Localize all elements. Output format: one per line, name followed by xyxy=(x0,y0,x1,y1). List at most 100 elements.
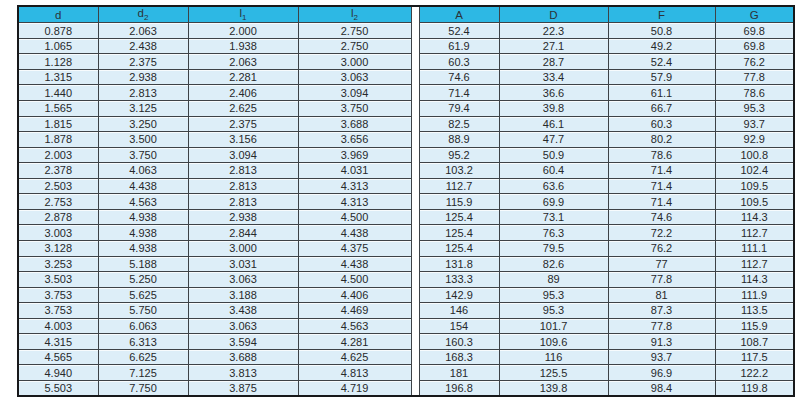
table-cell: 196.8 xyxy=(419,380,499,396)
table-cell: 3.753 xyxy=(18,303,98,319)
table-cell: 4.500 xyxy=(298,209,411,225)
table-row: 1.8783.5003.1563.65688.947.780.292.9 xyxy=(18,132,794,148)
table-cell: 3.094 xyxy=(298,85,411,101)
table-cell: 142.9 xyxy=(419,287,499,303)
table-cell: 78.6 xyxy=(608,147,715,163)
table-row: 1.3152.9382.2813.06374.633.457.977.8 xyxy=(18,69,794,85)
table-cell: 3.031 xyxy=(188,256,298,272)
table-cell: 3.000 xyxy=(298,54,411,70)
column-header-d2: d2 xyxy=(98,6,188,23)
table-cell: 22.3 xyxy=(499,23,608,39)
table-cell: 4.313 xyxy=(298,194,411,210)
table-cell: 61.1 xyxy=(608,85,715,101)
table-cell: 6.625 xyxy=(98,349,188,365)
table-cell: 3.128 xyxy=(18,240,98,256)
table-cell: 133.3 xyxy=(419,272,499,288)
table-cell: 4.003 xyxy=(18,318,98,334)
column-header-l2: l2 xyxy=(298,6,411,23)
table-cell: 3.500 xyxy=(98,132,188,148)
table-cell: 131.8 xyxy=(419,256,499,272)
column-group-divider xyxy=(411,194,419,210)
table-cell: 39.8 xyxy=(499,101,608,117)
column-header-F: F xyxy=(608,6,715,23)
table-row: 4.0036.0633.0634.563154101.777.8115.9 xyxy=(18,318,794,334)
column-group-divider xyxy=(411,101,419,117)
table-cell: 2.625 xyxy=(188,101,298,117)
table-cell: 160.3 xyxy=(419,334,499,350)
table-cell: 6.063 xyxy=(98,318,188,334)
table-cell: 1.815 xyxy=(18,116,98,132)
table-cell: 76.2 xyxy=(608,240,715,256)
table-row: 1.4402.8132.4063.09471.436.661.178.6 xyxy=(18,85,794,101)
table-row: 2.0033.7503.0943.96995.250.978.6100.8 xyxy=(18,147,794,163)
dimension-table-container: dd2l1l2ADFG 0.8782.0632.0002.75052.422.3… xyxy=(17,5,795,397)
table-cell: 3.250 xyxy=(98,116,188,132)
table-cell: 101.7 xyxy=(499,318,608,334)
table-cell: 2.938 xyxy=(188,209,298,225)
table-row: 1.1282.3752.0633.00060.328.752.476.2 xyxy=(18,54,794,70)
table-cell: 71.4 xyxy=(608,178,715,194)
table-cell: 115.9 xyxy=(715,318,794,334)
table-cell: 79.5 xyxy=(499,240,608,256)
table-cell: 2.813 xyxy=(188,194,298,210)
table-cell: 2.063 xyxy=(98,23,188,39)
table-cell: 2.938 xyxy=(98,69,188,85)
table-cell: 7.750 xyxy=(98,380,188,396)
column-group-divider xyxy=(411,318,419,334)
table-cell: 1.065 xyxy=(18,38,98,54)
table-cell: 3.063 xyxy=(188,318,298,334)
table-cell: 71.4 xyxy=(608,163,715,179)
table-row: 3.7535.6253.1884.406142.995.381111.9 xyxy=(18,287,794,303)
table-cell: 2.003 xyxy=(18,147,98,163)
table-cell: 3.156 xyxy=(188,132,298,148)
column-group-divider xyxy=(411,116,419,132)
table-cell: 3.094 xyxy=(188,147,298,163)
table-cell: 52.4 xyxy=(419,23,499,39)
table-cell: 4.438 xyxy=(298,256,411,272)
table-cell: 3.003 xyxy=(18,225,98,241)
table-cell: 100.8 xyxy=(715,147,794,163)
table-cell: 63.6 xyxy=(499,178,608,194)
table-cell: 3.753 xyxy=(18,287,98,303)
table-cell: 46.1 xyxy=(499,116,608,132)
column-group-divider xyxy=(411,256,419,272)
table-cell: 61.9 xyxy=(419,38,499,54)
column-group-divider xyxy=(411,365,419,381)
table-row: 1.0652.4381.9382.75061.927.149.269.8 xyxy=(18,38,794,54)
table-cell: 4.565 xyxy=(18,349,98,365)
table-cell: 1.938 xyxy=(188,38,298,54)
table-cell: 95.2 xyxy=(419,147,499,163)
table-row: 4.5656.6253.6884.625168.311693.7117.5 xyxy=(18,349,794,365)
table-cell: 1.128 xyxy=(18,54,98,70)
table-cell: 3.000 xyxy=(188,240,298,256)
table-cell: 3.503 xyxy=(18,272,98,288)
table-cell: 71.4 xyxy=(608,194,715,210)
table-row: 3.1284.9383.0004.375125.479.576.2111.1 xyxy=(18,240,794,256)
table-cell: 108.7 xyxy=(715,334,794,350)
table-cell: 109.5 xyxy=(715,194,794,210)
table-row: 1.5653.1252.6253.75079.439.866.795.3 xyxy=(18,101,794,117)
table-cell: 112.7 xyxy=(419,178,499,194)
table-cell: 6.313 xyxy=(98,334,188,350)
column-header-d: d xyxy=(18,6,98,23)
table-cell: 7.125 xyxy=(98,365,188,381)
table-cell: 49.2 xyxy=(608,38,715,54)
column-group-divider xyxy=(411,132,419,148)
table-cell: 79.4 xyxy=(419,101,499,117)
table-cell: 2.813 xyxy=(98,85,188,101)
table-cell: 168.3 xyxy=(419,349,499,365)
table-cell: 78.6 xyxy=(715,85,794,101)
table-cell: 4.438 xyxy=(98,178,188,194)
table-cell: 4.406 xyxy=(298,287,411,303)
table-cell: 81 xyxy=(608,287,715,303)
table-cell: 1.440 xyxy=(18,85,98,101)
column-group-divider xyxy=(411,69,419,85)
table-cell: 60.3 xyxy=(608,116,715,132)
table-cell: 91.3 xyxy=(608,334,715,350)
table-cell: 5.625 xyxy=(98,287,188,303)
table-cell: 3.063 xyxy=(298,69,411,85)
table-cell: 117.5 xyxy=(715,349,794,365)
table-cell: 111.9 xyxy=(715,287,794,303)
table-cell: 52.4 xyxy=(608,54,715,70)
table-cell: 4.938 xyxy=(98,225,188,241)
